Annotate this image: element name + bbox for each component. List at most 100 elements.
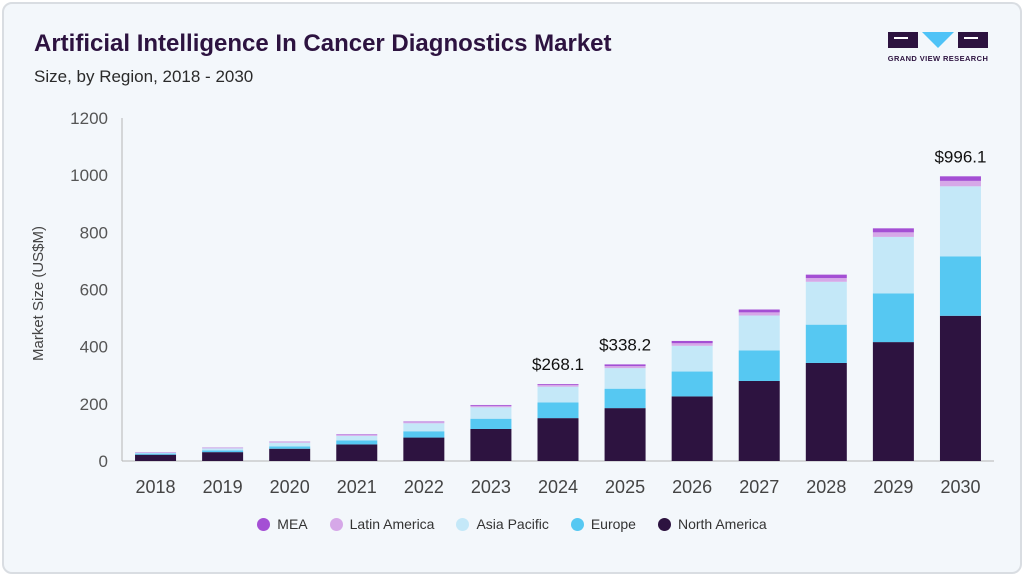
x-tick-label: 2024 [538,477,578,497]
bar-segment-north-america [537,418,579,461]
bar-segment-latin-america [805,278,847,282]
bar-segment-europe [403,431,445,438]
x-tick-label: 2030 [940,477,980,497]
legend-label: Europe [590,516,636,532]
bar-segment-north-america [939,315,981,461]
legend-item: North America [657,516,767,532]
bar-segment-europe [135,453,177,455]
bar-segment-asia-pacific [738,315,780,351]
bar-segment-mea [872,228,914,233]
bar-segment-latin-america [202,447,244,449]
bar-segment-mea [805,274,847,279]
legend-item: Latin America [329,516,435,532]
legend-label: Latin America [349,516,435,532]
chart-title: Artificial Intelligence In Cancer Diagno… [34,30,612,57]
bar-segment-latin-america [403,422,445,424]
bar-segment-latin-america [537,384,579,387]
x-tick-label: 2028 [806,477,846,497]
legend-swatch-icon [570,517,584,531]
bar-segment-mea [403,421,445,423]
x-tick-label: 2023 [471,477,511,497]
bar-segment-north-america [604,408,646,461]
y-tick-label: 0 [99,452,108,471]
bar-segment-north-america [269,448,311,461]
bar-segment-mea [939,176,981,181]
bar-segment-latin-america [336,434,378,436]
bar-segment-asia-pacific [805,281,847,325]
bar-segment-europe [537,402,579,419]
bar-segment-asia-pacific [135,452,177,454]
data-label: $268.1 [532,355,584,374]
x-tick-label: 2027 [739,477,779,497]
legend-item: Europe [570,516,636,532]
chart-legend: MEA Latin America Asia Pacific Europe North … [0,516,1024,532]
bar-segment-europe [872,293,914,343]
y-tick-label: 800 [80,223,108,242]
bar-segment-latin-america [604,366,646,369]
bar-segment-asia-pacific [269,442,311,447]
bar-segment-north-america [872,342,914,461]
bar-segment-europe [805,324,847,363]
x-tick-label: 2029 [873,477,913,497]
bar-segment-mea [604,364,646,367]
x-tick-label: 2021 [337,477,377,497]
legend-swatch-icon [329,517,343,531]
data-label: $996.1 [934,147,986,166]
bar-segment-north-america [738,380,780,461]
legend-label: Asia Pacific [476,516,549,532]
x-tick-label: 2022 [404,477,444,497]
bar-segment-north-america [135,454,177,461]
legend-item: Asia Pacific [456,516,549,532]
bar-segment-latin-america [470,405,512,408]
bar-segment-europe [470,418,512,429]
y-tick-label: 1200 [70,109,108,128]
bar-segment-asia-pacific [336,435,378,441]
bar-segment-north-america [805,362,847,461]
bar-segment-europe [202,450,244,453]
bar-segment-asia-pacific [939,186,981,257]
bar-segment-latin-america [671,343,713,346]
y-tick-label: 600 [80,281,108,300]
x-tick-label: 2019 [203,477,243,497]
bar-segment-latin-america [939,180,981,187]
bar-segment-asia-pacific [537,386,579,403]
bar-segment-mea [537,384,579,385]
bar-segment-north-america [671,396,713,461]
x-tick-label: 2018 [136,477,176,497]
legend-label: MEA [277,516,308,532]
bar-segment-latin-america [738,312,780,316]
legend-swatch-icon [456,517,470,531]
x-tick-label: 2025 [605,477,645,497]
bar-segment-europe [604,388,646,409]
bar-segment-north-america [336,444,378,461]
legend-item: MEA [257,516,308,532]
bar-segment-mea [671,340,713,344]
bar-segment-europe [738,350,780,381]
y-tick-label: 400 [80,338,108,357]
grand-view-research-logo-icon [888,32,988,48]
bar-segment-north-america [202,452,244,461]
bar-segment-asia-pacific [403,423,445,432]
bar-segment-asia-pacific [470,407,512,419]
legend-swatch-icon [657,517,671,531]
bar-segment-north-america [470,428,512,461]
bar-segment-asia-pacific [604,368,646,389]
logo-brand-text: GRAND VIEW RESEARCH [887,54,989,63]
chart-subtitle: Size, by Region, 2018 - 2030 [34,67,254,86]
bar-segment-latin-america [872,232,914,237]
bar-segment-europe [939,256,981,316]
bar-segment-europe [671,371,713,397]
x-tick-label: 2026 [672,477,712,497]
x-tick-label: 2020 [270,477,310,497]
bar-segment-europe [269,446,311,449]
y-axis-title: Market Size (US$M) [30,226,47,361]
stacked-bar-chart: 0 200 400 600 800 1000 1200 Market Size (US$M) 2… [30,109,994,497]
bar-segment-mea [470,404,512,406]
bar-segment-asia-pacific [671,345,713,372]
y-tick-label: 1000 [70,166,108,185]
legend-swatch-icon [257,517,271,531]
bar-segment-europe [336,440,378,445]
y-tick-label: 200 [80,395,108,414]
bar-segment-north-america [403,437,445,461]
